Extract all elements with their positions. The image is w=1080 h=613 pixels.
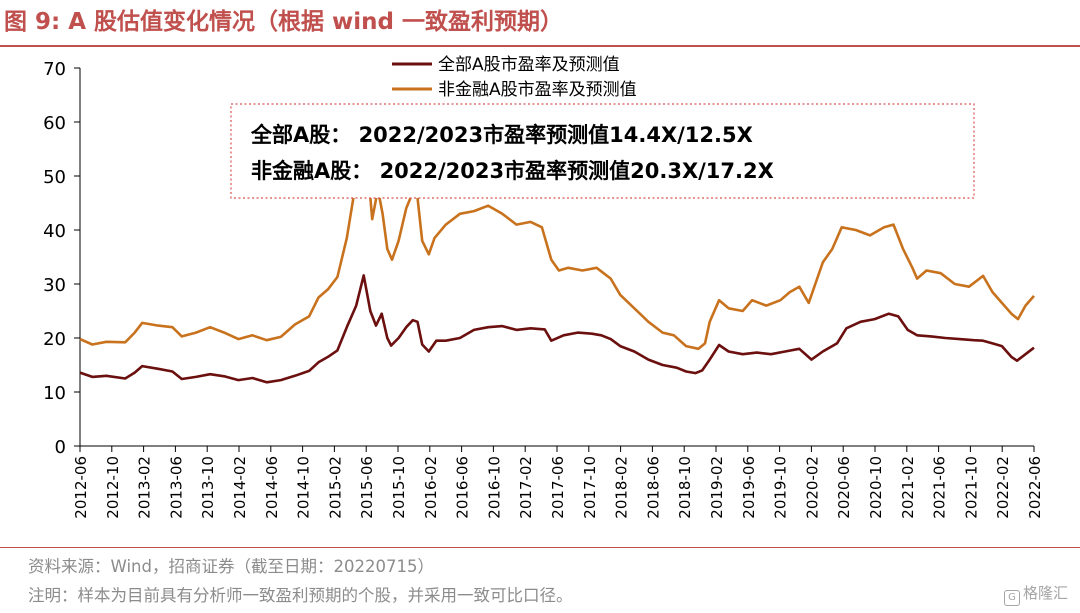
series-line-nonfin: [79, 111, 1035, 351]
y-tick-label: 10: [43, 383, 66, 404]
pe-line-chart: 0 10 20 30 40 50 60 70 2012-06 2012-10 2013-02 2013…: [43, 55, 1044, 519]
x-tick-label: 2017-02: [517, 456, 535, 519]
x-tick-label: 2021-10: [962, 456, 980, 519]
figure-title: 图 9: A 股估值变化情况（根据 wind 一致盈利预期）: [4, 9, 564, 35]
x-tick-label: 2013-10: [199, 456, 217, 519]
y-tick-label: 0: [55, 437, 66, 458]
x-tick-label: 2019-02: [708, 456, 726, 519]
footer-divider: [0, 547, 1080, 548]
watermark: G 格隆汇: [1003, 582, 1068, 606]
y-tick-label: 40: [43, 221, 66, 242]
watermark-text: 格隆汇: [1022, 584, 1068, 602]
axis-layer: 0 10 20 30 40 50 60 70 2012-06 2012-10 2013-02 2013…: [43, 59, 1044, 519]
x-tick-label: 2013-02: [136, 456, 154, 519]
x-tick-label: 2015-02: [326, 456, 344, 519]
x-tick-label: 2016-02: [422, 456, 440, 519]
series-line-all: [79, 274, 1035, 384]
x-tick-label: 2020-02: [803, 456, 821, 519]
annotation-box: [230, 103, 975, 199]
x-tick-label: 2020-06: [835, 456, 853, 519]
x-tick-label: 2012-06: [72, 456, 90, 519]
x-tick-label: 2021-02: [899, 456, 917, 519]
y-tick-label: 50: [43, 167, 66, 188]
x-tick-label: 2022-02: [994, 456, 1012, 519]
watermark-logo-icon: G: [1003, 590, 1020, 606]
x-tick-label: 2018-10: [676, 456, 694, 519]
x-tick-label: 2012-10: [104, 456, 122, 519]
x-tick-label: 2020-10: [867, 456, 885, 519]
x-tick-label: 2015-06: [358, 456, 376, 519]
x-tick-label: 2022-06: [1026, 456, 1044, 519]
y-tick-label: 70: [43, 59, 66, 80]
legend-label-all: 全部A股市盈率及预测值: [438, 55, 620, 75]
x-tick-label: 2015-10: [390, 456, 408, 519]
x-tick-label: 2013-06: [167, 456, 185, 519]
x-tick-label: 2019-10: [772, 456, 790, 519]
x-tick-label: 2019-06: [740, 456, 758, 519]
x-tick-label: 2021-06: [931, 456, 949, 519]
x-tick-label: 2017-10: [581, 456, 599, 519]
title-divider: [0, 45, 1080, 47]
x-tick-label: 2016-06: [454, 456, 472, 519]
series-layer: [79, 111, 1035, 384]
y-tick-label: 60: [43, 113, 66, 134]
x-tick-label: 2018-06: [644, 456, 662, 519]
legend-label-nonfin: 非金融A股市盈率及预测值: [438, 80, 637, 100]
legend: 全部A股市盈率及预测值 非金融A股市盈率及预测值: [392, 55, 637, 100]
x-tick-label: 2014-06: [263, 456, 281, 519]
source-note: 资料来源：Wind，招商证券（截至日期：20220715）: [28, 557, 434, 576]
annotation-line-all: 全部A股： 2022/2023市盈率预测值14.4X/12.5X: [250, 123, 753, 147]
x-tick-label: 2014-10: [295, 456, 313, 519]
x-tick-label: 2017-06: [549, 456, 567, 519]
y-tick-label: 30: [43, 275, 66, 296]
x-tick-label: 2018-02: [613, 456, 631, 519]
x-tick-label: 2014-02: [231, 456, 249, 519]
y-tick-label: 20: [43, 329, 66, 350]
annotation-line-nonfin: 非金融A股： 2022/2023市盈率预测值20.3X/17.2X: [251, 159, 774, 183]
sample-note: 注明：样本为目前具有分析师一致盈利预期的个股，并采用一致可比口径。: [28, 586, 573, 605]
x-tick-label: 2016-10: [485, 456, 503, 519]
